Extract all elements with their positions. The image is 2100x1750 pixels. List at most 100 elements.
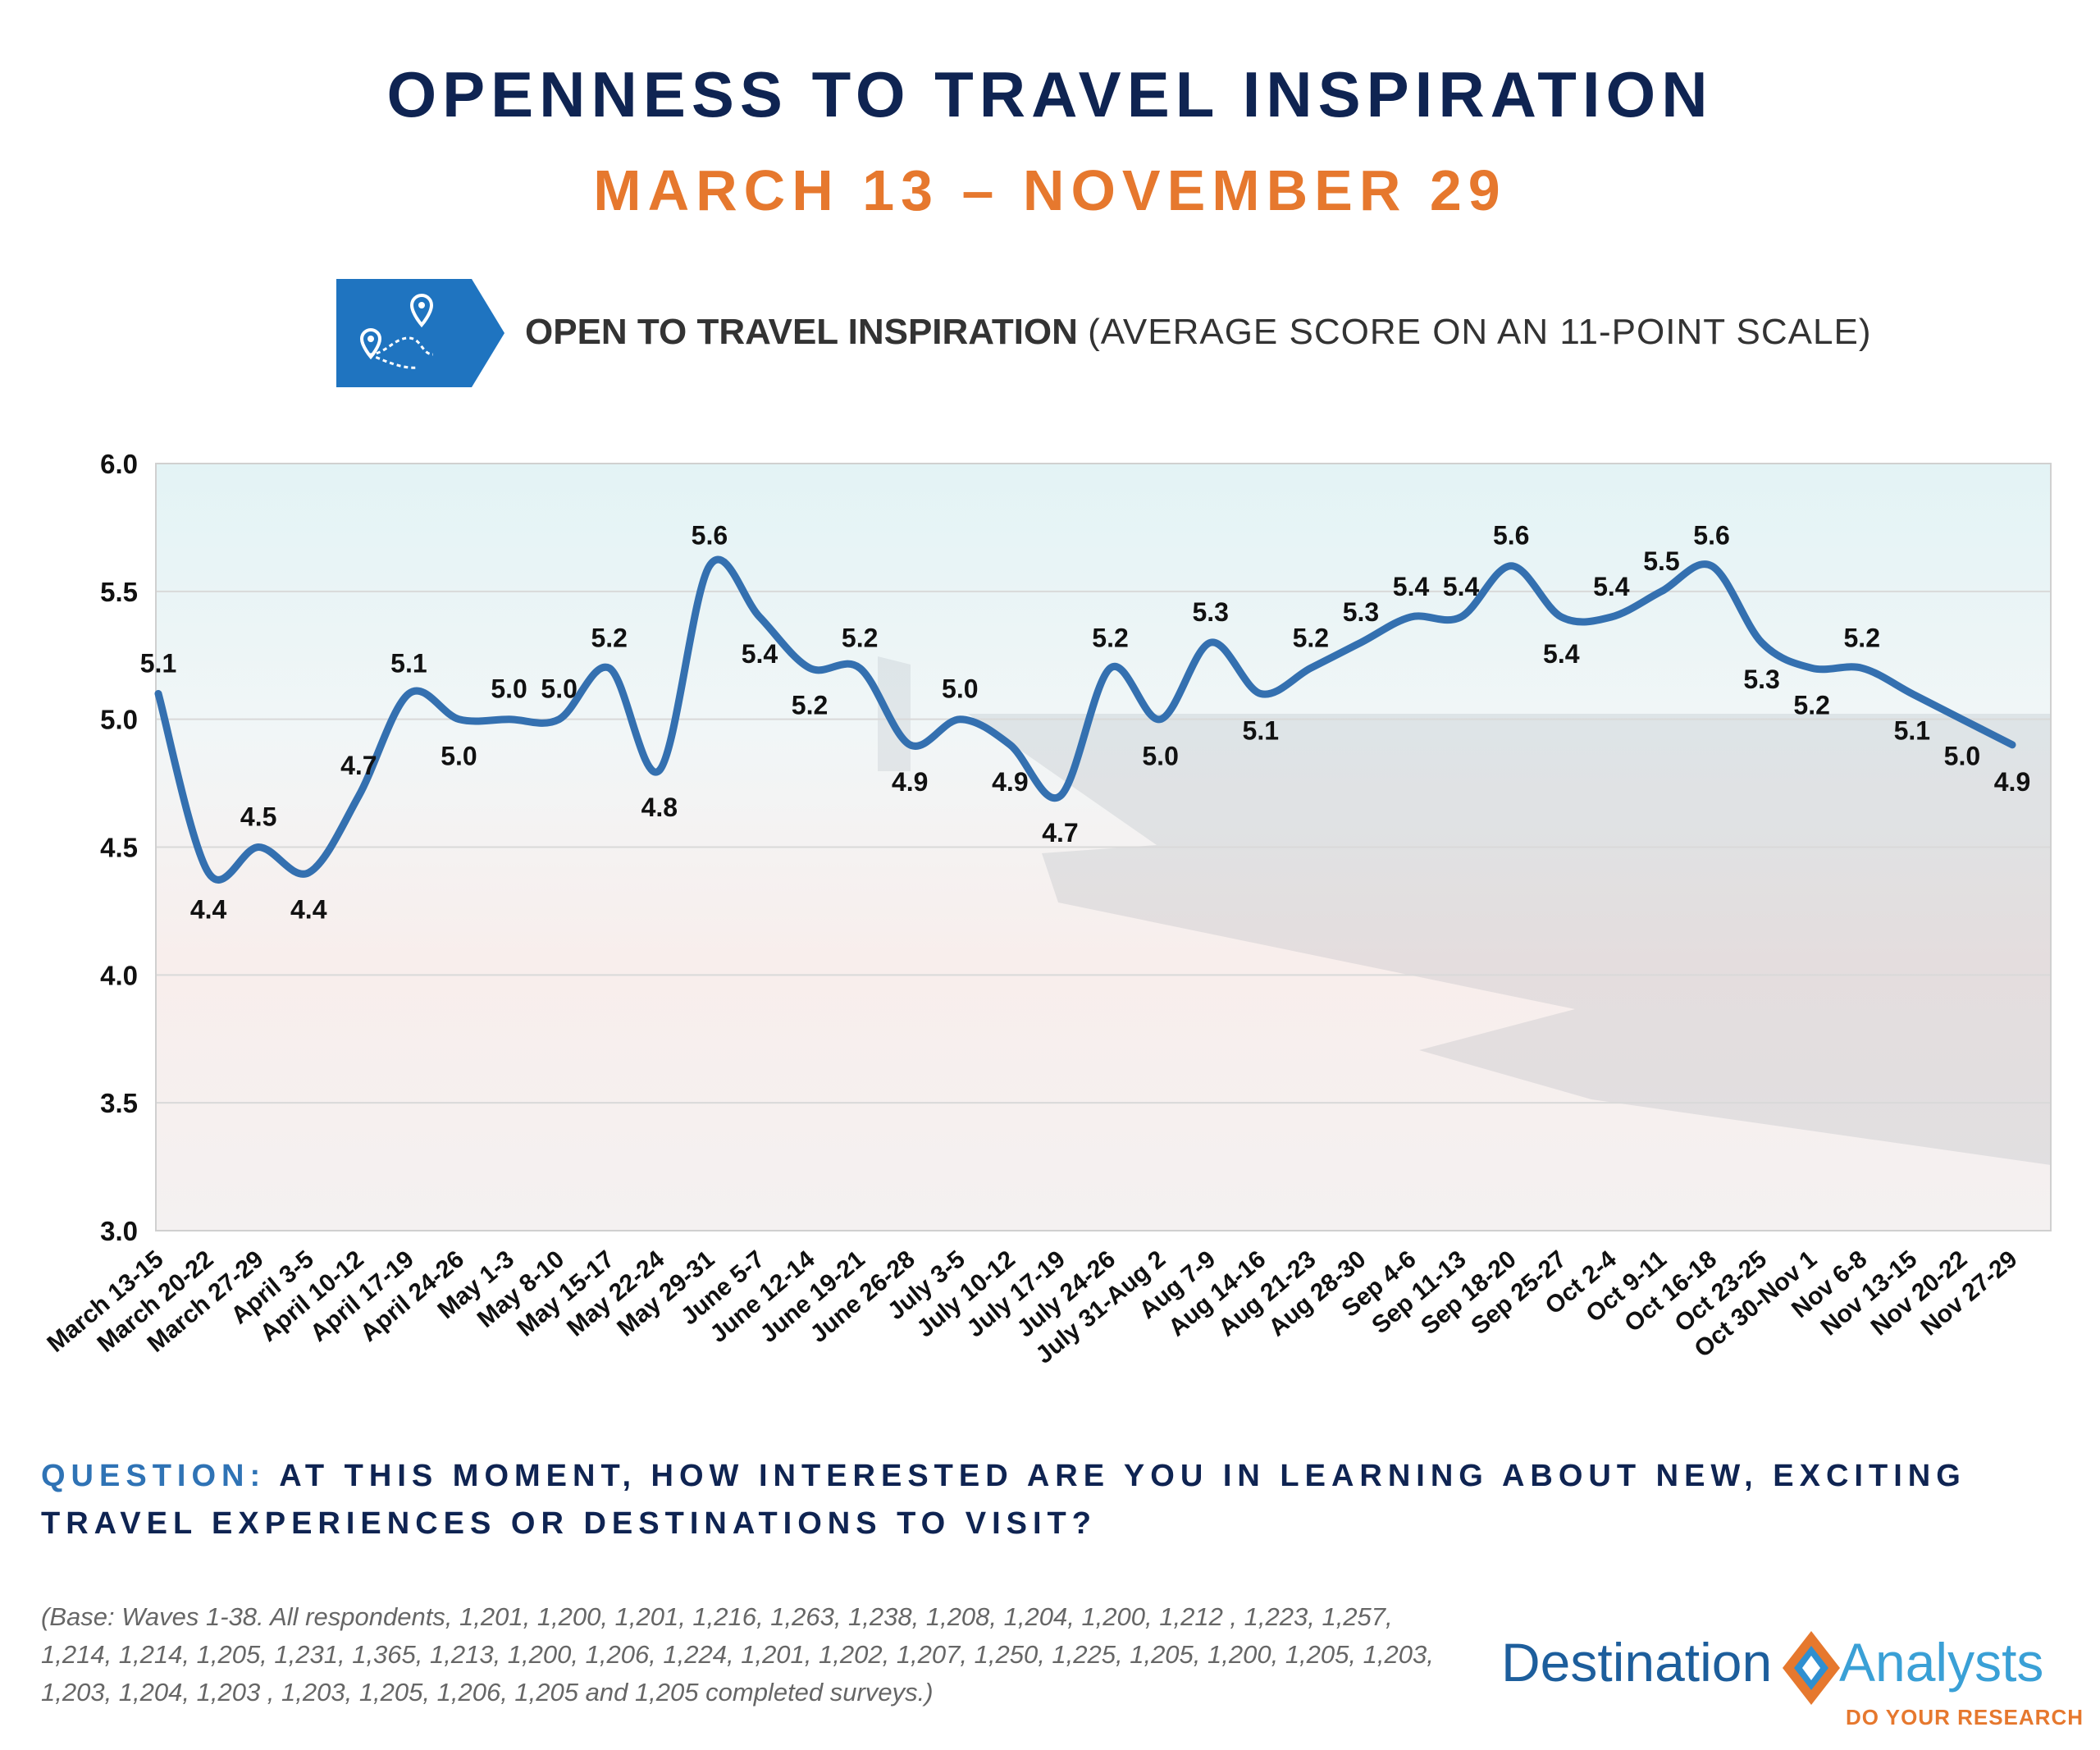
data-label: 5.2 xyxy=(1793,690,1829,720)
date-range-subtitle: MARCH 13 – NOVEMBER 29 xyxy=(593,158,1507,222)
logo-tagline: DO YOUR RESEARCH xyxy=(1846,1705,2084,1729)
data-label: 4.7 xyxy=(1042,818,1078,848)
question-text: AT THIS MOMENT, HOW INTERESTED ARE YOU I… xyxy=(41,1459,1966,1541)
data-point xyxy=(1760,641,1764,644)
chart-heading-bold: OPEN TO TRAVEL INSPIRATION xyxy=(525,312,1078,352)
data-label: 5.0 xyxy=(1142,742,1178,771)
logo-word-analysts: Analysts xyxy=(1839,1632,2044,1693)
data-point xyxy=(407,692,410,695)
logo-diamond-icon xyxy=(1783,1631,1840,1705)
data-label: 5.6 xyxy=(1493,521,1529,551)
data-point xyxy=(1109,666,1112,669)
data-point xyxy=(1659,590,1663,593)
plot-frame xyxy=(155,463,2052,1231)
data-point xyxy=(357,794,360,797)
data-points xyxy=(157,564,2014,875)
data-label: 5.0 xyxy=(491,674,527,704)
y-tick-label: 5.5 xyxy=(100,577,138,607)
data-point xyxy=(1058,794,1061,797)
data-point xyxy=(457,718,460,721)
data-label: 5.6 xyxy=(1693,521,1729,551)
data-label: 4.9 xyxy=(892,767,928,797)
data-point xyxy=(1810,666,1814,669)
data-point xyxy=(1409,615,1413,619)
logo-word-destination: Destination xyxy=(1501,1632,1773,1693)
data-label: 4.9 xyxy=(1994,767,2030,797)
data-point xyxy=(1209,641,1212,644)
data-point xyxy=(1309,666,1312,669)
data-label: 5.5 xyxy=(1643,546,1679,576)
data-point xyxy=(658,769,661,772)
data-point xyxy=(1911,692,1914,695)
question-label: QUESTION: xyxy=(41,1459,267,1493)
data-point xyxy=(858,666,861,669)
data-label: 5.2 xyxy=(1293,623,1329,652)
data-point xyxy=(758,615,761,619)
data-label: 5.1 xyxy=(1243,716,1279,746)
y-tick-label: 6.0 xyxy=(100,449,138,479)
data-label: 5.3 xyxy=(1343,597,1379,627)
data-label: 4.5 xyxy=(240,802,276,832)
chart-heading: OPEN TO TRAVEL INSPIRATION (AVERAGE SCOR… xyxy=(525,312,1872,353)
data-point xyxy=(608,666,611,669)
data-label: 4.9 xyxy=(992,767,1028,797)
data-label: 4.4 xyxy=(190,895,227,925)
data-point xyxy=(307,871,310,875)
data-label: 5.0 xyxy=(1944,742,1980,771)
data-label: 5.1 xyxy=(1894,716,1930,746)
data-point xyxy=(1259,692,1262,695)
data-label: 5.1 xyxy=(140,649,176,679)
y-axis: 3.0 3.5 4.0 4.5 5.0 5.5 6.0 xyxy=(100,449,138,1246)
data-point xyxy=(708,564,711,568)
data-point xyxy=(1961,718,1964,721)
page-title: OPENNESS TO TRAVEL INSPIRATION xyxy=(386,58,1714,130)
data-labels: 5.1 4.4 4.5 4.4 4.7 5.1 5.0 5.0 5.0 5.2 4.8 5.6 5.4 5… xyxy=(140,521,2030,925)
data-label: 5.3 xyxy=(1743,665,1779,694)
series-line xyxy=(154,555,2016,884)
travel-route-pins-icon xyxy=(336,279,504,387)
data-label: 5.4 xyxy=(1393,572,1430,601)
data-label: 4.8 xyxy=(641,793,678,822)
data-point xyxy=(508,718,511,721)
data-point xyxy=(1159,718,1162,721)
data-point xyxy=(257,846,260,848)
data-point xyxy=(908,743,911,747)
data-label: 5.2 xyxy=(591,623,627,652)
data-label: 5.2 xyxy=(842,623,878,652)
data-label: 5.2 xyxy=(1092,623,1128,652)
destination-analysts-logo: Destination Analysts DO YOUR RESEARCH xyxy=(1501,1624,2083,1731)
data-point xyxy=(1459,615,1463,619)
data-label: 4.7 xyxy=(340,751,377,780)
data-point xyxy=(207,871,210,875)
data-point xyxy=(1609,615,1613,619)
y-tick-label: 3.0 xyxy=(100,1216,138,1246)
y-tick-label: 4.0 xyxy=(100,960,138,990)
data-label: 5.6 xyxy=(692,521,728,551)
data-point xyxy=(958,718,961,721)
data-label: 5.2 xyxy=(1844,623,1880,652)
data-label: 5.2 xyxy=(792,690,828,720)
data-label: 5.0 xyxy=(541,674,577,704)
y-tick-label: 5.0 xyxy=(100,705,138,735)
data-label: 5.0 xyxy=(441,742,477,771)
data-point xyxy=(2011,743,2014,747)
data-point xyxy=(157,692,160,695)
line-chart: 3.03.54.04.55.05.56.0 5.14.44.54.44.75.1… xyxy=(42,449,2052,1369)
survey-question: QUESTION: AT THIS MOMENT, HOW INTERESTED… xyxy=(41,1452,2026,1547)
data-point xyxy=(1860,666,1864,669)
data-label: 5.1 xyxy=(390,649,427,679)
data-point xyxy=(558,718,561,721)
data-label: 5.0 xyxy=(942,674,978,704)
data-point xyxy=(1710,564,1714,568)
data-label: 5.3 xyxy=(1192,597,1228,627)
data-point xyxy=(808,666,811,669)
data-point xyxy=(1509,564,1513,568)
data-label: 5.4 xyxy=(742,639,778,669)
data-label: 5.4 xyxy=(1443,572,1480,601)
chart-heading-light: (AVERAGE SCORE ON AN 11-POINT SCALE) xyxy=(1088,312,1872,352)
data-label: 5.4 xyxy=(1543,639,1580,669)
data-point xyxy=(1559,615,1563,619)
data-point xyxy=(1359,641,1363,644)
y-tick-label: 3.5 xyxy=(100,1088,138,1118)
